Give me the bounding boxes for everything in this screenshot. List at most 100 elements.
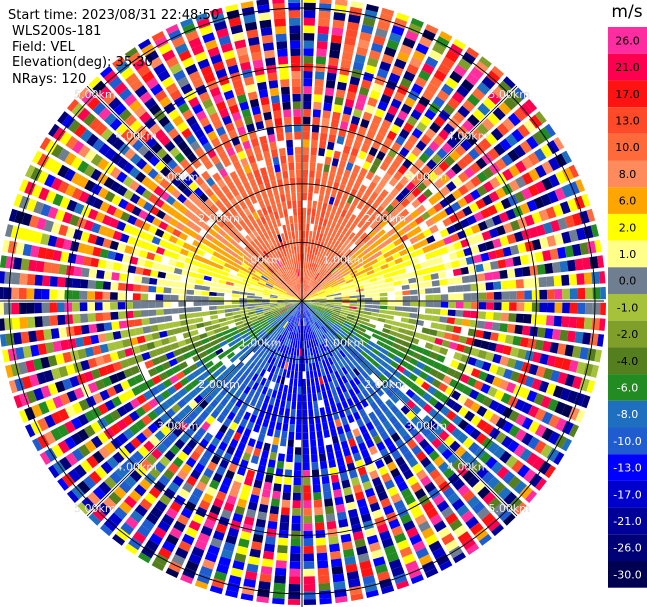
ppi-gate xyxy=(374,356,384,364)
ppi-gate xyxy=(534,408,547,422)
ppi-gate xyxy=(340,311,348,316)
ppi-gate xyxy=(494,389,505,401)
ppi-gate xyxy=(309,424,315,432)
ppi-gate xyxy=(385,388,395,398)
ppi-gate xyxy=(361,223,369,232)
ppi-gate xyxy=(508,179,520,192)
ppi-gate xyxy=(365,171,375,181)
ppi-gate xyxy=(283,312,290,319)
ppi-gate xyxy=(62,239,73,251)
ppi-gate xyxy=(256,209,264,218)
ppi-gate xyxy=(281,310,288,316)
ppi-gate xyxy=(268,420,276,430)
ppi-gate xyxy=(339,120,349,130)
ppi-gate xyxy=(286,263,291,272)
ppi-gate xyxy=(294,295,301,300)
ppi-gate xyxy=(290,278,295,286)
ppi-gate xyxy=(232,31,245,42)
ppi-gate xyxy=(487,342,497,352)
ppi-gate xyxy=(437,526,451,539)
ppi-gate xyxy=(319,186,326,195)
ppi-gate xyxy=(83,164,96,178)
ppi-gate xyxy=(536,264,546,275)
ppi-gate xyxy=(175,371,186,380)
ppi-gate xyxy=(379,292,388,297)
range-ring-label: 5.00km xyxy=(488,502,530,515)
ppi-gate xyxy=(433,69,447,82)
ppi-gate xyxy=(492,353,502,364)
ppi-gate xyxy=(452,268,462,276)
ppi-gate xyxy=(385,511,398,523)
ppi-gate xyxy=(294,253,298,262)
ppi-gate xyxy=(371,234,380,242)
ppi-gate xyxy=(278,529,289,539)
ppi-gate xyxy=(179,215,190,225)
ppi-gate xyxy=(161,361,172,371)
ppi-gate xyxy=(293,332,297,341)
ppi-gate xyxy=(124,389,136,400)
ppi-gate xyxy=(313,400,319,409)
ppi-gate xyxy=(436,500,450,513)
ppi-gate xyxy=(471,302,479,310)
ppi-gate xyxy=(59,393,71,406)
ppi-gate xyxy=(460,510,475,523)
ppi-gate xyxy=(230,330,240,336)
ppi-gate xyxy=(387,301,396,306)
ppi-gate xyxy=(442,375,453,385)
ppi-gate xyxy=(331,388,338,397)
ppi-gate xyxy=(540,444,553,458)
ppi-gate xyxy=(80,313,89,323)
ppi-gate xyxy=(121,254,131,264)
ppi-gate xyxy=(84,179,96,192)
ppi-gate xyxy=(83,219,94,231)
ppi-gate xyxy=(319,590,332,599)
ppi-gate xyxy=(303,261,306,269)
ppi-gate xyxy=(315,56,327,65)
ppi-gate xyxy=(387,306,395,311)
range-ring-label: 4.00km xyxy=(447,461,489,474)
ppi-gate xyxy=(158,474,171,487)
ppi-gate xyxy=(482,409,494,421)
ppi-gate xyxy=(26,390,37,404)
ppi-gate xyxy=(280,360,286,369)
ppi-gate xyxy=(240,310,248,314)
ppi-gate xyxy=(50,160,63,175)
ppi-gate xyxy=(297,325,300,334)
ppi-gate xyxy=(402,301,411,306)
ppi-gate xyxy=(163,468,175,481)
ppi-gate xyxy=(302,283,304,292)
ppi-gate xyxy=(394,379,404,389)
ppi-gate xyxy=(92,486,106,500)
ppi-gate xyxy=(225,4,239,13)
ppi-gate xyxy=(521,156,534,170)
ppi-gate xyxy=(248,311,256,315)
ppi-gate xyxy=(283,384,289,393)
ppi-gate xyxy=(138,249,148,259)
ppi-gate xyxy=(368,541,381,553)
ppi-gate xyxy=(311,294,319,298)
ppi-gate xyxy=(303,78,313,87)
ppi-gate xyxy=(214,393,224,403)
ppi-gate xyxy=(213,20,227,32)
ppi-gate xyxy=(477,486,491,500)
ppi-gate xyxy=(310,439,317,448)
ppi-gate xyxy=(352,61,364,72)
ppi-gate xyxy=(149,56,163,69)
ppi-gate xyxy=(441,56,455,69)
ppi-gate xyxy=(314,247,319,256)
ppi-gate xyxy=(248,313,257,318)
ppi-gate xyxy=(246,303,255,307)
ppi-gate xyxy=(122,162,135,174)
ppi-gate xyxy=(104,191,116,203)
ppi-gate xyxy=(210,155,221,165)
ppi-gate xyxy=(337,225,345,234)
ppi-gate xyxy=(331,566,344,575)
ppi-gate xyxy=(368,363,377,372)
ppi-gate xyxy=(405,410,416,421)
ppi-gate xyxy=(169,89,182,101)
ppi-gate xyxy=(266,189,274,198)
ppi-gate xyxy=(539,302,548,313)
ppi-gate xyxy=(319,132,328,142)
ppi-gate xyxy=(334,297,342,300)
ppi-gate xyxy=(302,341,305,349)
